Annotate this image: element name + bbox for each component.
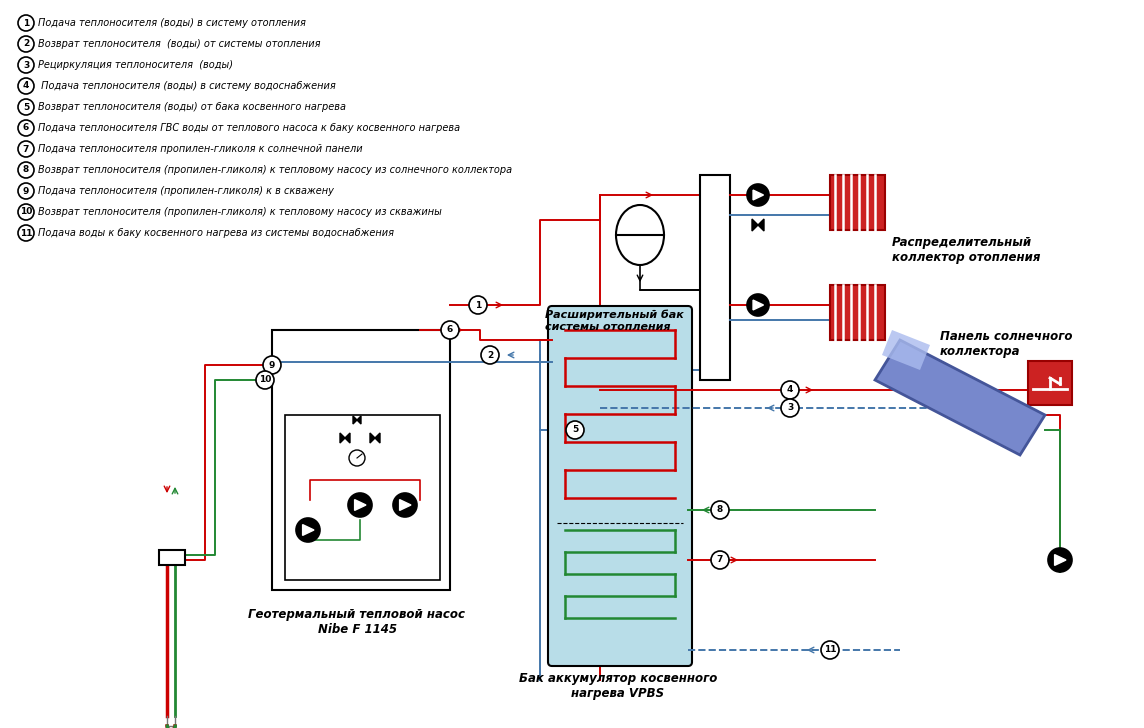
Circle shape [781, 399, 799, 417]
Circle shape [747, 184, 769, 206]
FancyBboxPatch shape [831, 285, 885, 340]
Text: 10: 10 [19, 207, 32, 216]
FancyBboxPatch shape [700, 175, 730, 380]
Text: 1: 1 [23, 18, 29, 28]
Polygon shape [399, 499, 411, 510]
Circle shape [256, 371, 275, 389]
Circle shape [566, 421, 583, 439]
Circle shape [747, 294, 769, 316]
Text: Возврат теплоносителя (пропилен-гликоля) к тепловому насосу из скважины: Возврат теплоносителя (пропилен-гликоля)… [38, 207, 442, 217]
Text: Подача теплоносителя ГВС воды от теплового насоса к баку косвенного нагрева: Подача теплоносителя ГВС воды от теплово… [38, 123, 460, 133]
Text: 3: 3 [23, 60, 29, 69]
Circle shape [440, 321, 459, 339]
Polygon shape [353, 416, 362, 424]
Text: Подача воды к баку косвенного нагрева из системы водоснабжения: Подача воды к баку косвенного нагрева из… [38, 228, 394, 238]
Polygon shape [340, 433, 350, 443]
Text: 8: 8 [717, 505, 723, 515]
Circle shape [263, 356, 281, 374]
Text: 8: 8 [23, 165, 29, 175]
Text: Распределительный
коллектор отопления: Распределительный коллектор отопления [892, 236, 1040, 264]
Ellipse shape [615, 205, 664, 265]
Polygon shape [1055, 555, 1066, 566]
Circle shape [348, 493, 372, 517]
Text: Подача теплоносителя (воды) в систему отопления: Подача теплоносителя (воды) в систему от… [38, 18, 305, 28]
Circle shape [296, 518, 320, 542]
Circle shape [18, 78, 34, 94]
Text: 11: 11 [19, 229, 32, 237]
FancyBboxPatch shape [159, 550, 185, 565]
Circle shape [469, 296, 487, 314]
Polygon shape [875, 340, 1044, 455]
FancyBboxPatch shape [548, 306, 692, 666]
Text: Панель солнечного
коллектора: Панель солнечного коллектора [940, 330, 1073, 358]
Polygon shape [882, 330, 930, 370]
FancyBboxPatch shape [1028, 361, 1072, 405]
Circle shape [821, 641, 839, 659]
Polygon shape [303, 525, 313, 535]
Circle shape [781, 381, 799, 399]
Polygon shape [355, 499, 366, 510]
Circle shape [1048, 548, 1072, 572]
Text: 4: 4 [787, 386, 793, 395]
Text: 9: 9 [269, 360, 276, 370]
Text: Возврат теплоносителя (воды) от бака косвенного нагрева: Возврат теплоносителя (воды) от бака кос… [38, 102, 345, 112]
Text: 6: 6 [447, 325, 453, 334]
Text: 6: 6 [23, 124, 29, 132]
Circle shape [394, 493, 418, 517]
Circle shape [18, 204, 34, 220]
Text: 1: 1 [475, 301, 482, 309]
Text: 5: 5 [23, 103, 29, 111]
Text: 2: 2 [487, 350, 493, 360]
Circle shape [349, 450, 365, 466]
Text: 9: 9 [23, 186, 30, 196]
Text: Геотермальный тепловой насос
Nibe F 1145: Геотермальный тепловой насос Nibe F 1145 [248, 608, 466, 636]
Circle shape [18, 183, 34, 199]
Text: 4: 4 [23, 82, 30, 90]
Circle shape [712, 501, 729, 519]
Circle shape [18, 99, 34, 115]
Text: Расширительный бак
системы отопления: Расширительный бак системы отопления [545, 310, 684, 332]
Circle shape [18, 36, 34, 52]
Polygon shape [752, 219, 764, 231]
Text: 11: 11 [824, 646, 836, 654]
Text: Рециркуляция теплоносителя  (воды): Рециркуляция теплоносителя (воды) [38, 60, 233, 70]
Text: 3: 3 [787, 403, 793, 413]
Circle shape [480, 346, 499, 364]
Circle shape [18, 15, 34, 31]
Text: Подача теплоносителя (пропилен-гликоля) к в скважену: Подача теплоносителя (пропилен-гликоля) … [38, 186, 334, 196]
Circle shape [18, 162, 34, 178]
Polygon shape [753, 190, 763, 200]
FancyBboxPatch shape [831, 175, 885, 230]
Text: Возврат теплоносителя  (воды) от системы отопления: Возврат теплоносителя (воды) от системы … [38, 39, 320, 49]
FancyBboxPatch shape [285, 415, 440, 580]
Circle shape [18, 225, 34, 241]
Text: Подача теплоносителя (воды) в систему водоснабжения: Подача теплоносителя (воды) в систему во… [38, 81, 335, 91]
Text: 2: 2 [23, 39, 29, 49]
Polygon shape [370, 433, 380, 443]
Circle shape [18, 141, 34, 157]
Circle shape [18, 57, 34, 73]
Text: 7: 7 [717, 555, 723, 564]
FancyBboxPatch shape [272, 330, 450, 590]
Text: Бак аккумулятор косвенного
нагрева VPBS: Бак аккумулятор косвенного нагрева VPBS [519, 672, 717, 700]
Polygon shape [753, 300, 763, 310]
Text: 7: 7 [23, 144, 30, 154]
Text: Возврат теплоносителя (пропилен-гликоля) к тепловому насосу из солнечного коллек: Возврат теплоносителя (пропилен-гликоля)… [38, 165, 513, 175]
Circle shape [18, 120, 34, 136]
Text: Подача теплоносителя пропилен-гликоля к солнечной панели: Подача теплоносителя пропилен-гликоля к … [38, 144, 363, 154]
Circle shape [712, 551, 729, 569]
Text: 5: 5 [572, 425, 578, 435]
Text: 10: 10 [259, 376, 271, 384]
